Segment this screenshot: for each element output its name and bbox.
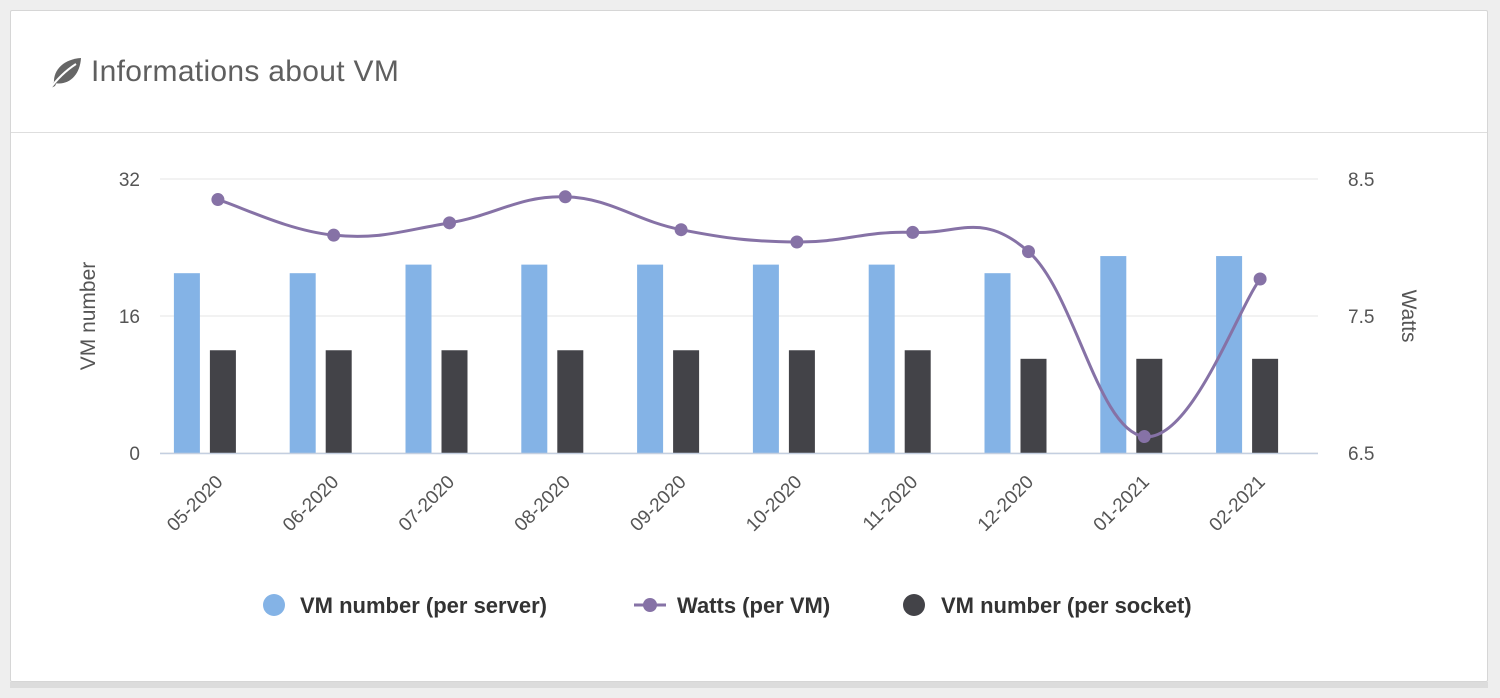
watts-point — [1022, 245, 1035, 259]
x-tick-label: 09-2020 — [626, 472, 690, 536]
bars — [173, 256, 1279, 453]
watts-point — [674, 223, 688, 237]
bar-per-socket — [1252, 358, 1279, 453]
y-right-axis-title: Watts — [1397, 290, 1420, 343]
bar-per-server — [521, 264, 548, 453]
watts-point — [1137, 430, 1151, 444]
x-tick-label: 06-2020 — [279, 472, 343, 536]
x-tick-label: 10-2020 — [742, 472, 806, 536]
legend-label-per-socket: VM number (per socket) — [941, 593, 1192, 618]
bar-per-server — [173, 273, 200, 453]
watts-point — [211, 193, 225, 207]
legend-label-per-server: VM number (per server) — [300, 593, 547, 618]
watts-line-layer — [211, 190, 1267, 444]
bar-per-server — [405, 264, 432, 453]
watts-point — [790, 235, 804, 249]
y-left-tick-label: 0 — [129, 444, 140, 465]
bar-per-server — [637, 264, 664, 453]
card-shadow — [10, 682, 1488, 688]
y-right-tick-label: 8.5 — [1348, 170, 1374, 191]
y-left-axis-title: VM number — [77, 262, 100, 371]
watts-point — [558, 190, 572, 204]
x-tick-label: 05-2020 — [163, 472, 227, 536]
legend-marker-per-server — [263, 594, 285, 616]
legend: VM number (per server) Watts (per VM) VM n… — [263, 593, 1192, 618]
leaf-icon — [48, 57, 81, 91]
watts-point — [443, 216, 456, 230]
bar-per-server — [1100, 256, 1127, 453]
x-tick-label: 07-2020 — [395, 472, 459, 536]
legend-label-watts: Watts (per VM) — [677, 593, 830, 618]
bar-per-socket — [788, 350, 815, 453]
x-tick-label: 02-2021 — [1205, 472, 1269, 536]
y-left-tick-label: 32 — [119, 170, 140, 191]
x-tick-label: 11-2020 — [859, 472, 922, 535]
bar-per-socket — [904, 350, 931, 453]
bar-per-socket — [557, 350, 584, 453]
legend-marker-watts — [643, 598, 657, 612]
card-header: Informations about VM — [11, 11, 1487, 133]
bar-per-server — [289, 273, 316, 453]
bar-per-socket — [441, 350, 468, 453]
x-tick-label: 08-2020 — [511, 472, 575, 536]
watts-point — [1253, 272, 1267, 286]
bar-per-server — [752, 264, 779, 453]
bar-per-socket — [325, 350, 352, 453]
watts-line — [217, 195, 1262, 439]
y-right-tick-label: 7.5 — [1348, 307, 1374, 328]
card-title: Informations about VM — [91, 54, 400, 88]
x-tick-label: 01-2021 — [1090, 472, 1154, 536]
watts-point — [906, 225, 920, 239]
bar-per-server — [868, 264, 895, 453]
legend-marker-per-socket — [903, 594, 925, 616]
watts-point — [327, 228, 341, 242]
bar-per-socket — [1020, 358, 1047, 453]
bar-per-server — [984, 273, 1011, 453]
y-left-tick-label: 16 — [119, 307, 140, 328]
bar-per-socket — [673, 350, 700, 453]
bar-per-socket — [209, 350, 236, 453]
y-right-tick-label: 6.5 — [1348, 444, 1374, 465]
x-tick-label: 12-2020 — [974, 472, 1038, 536]
